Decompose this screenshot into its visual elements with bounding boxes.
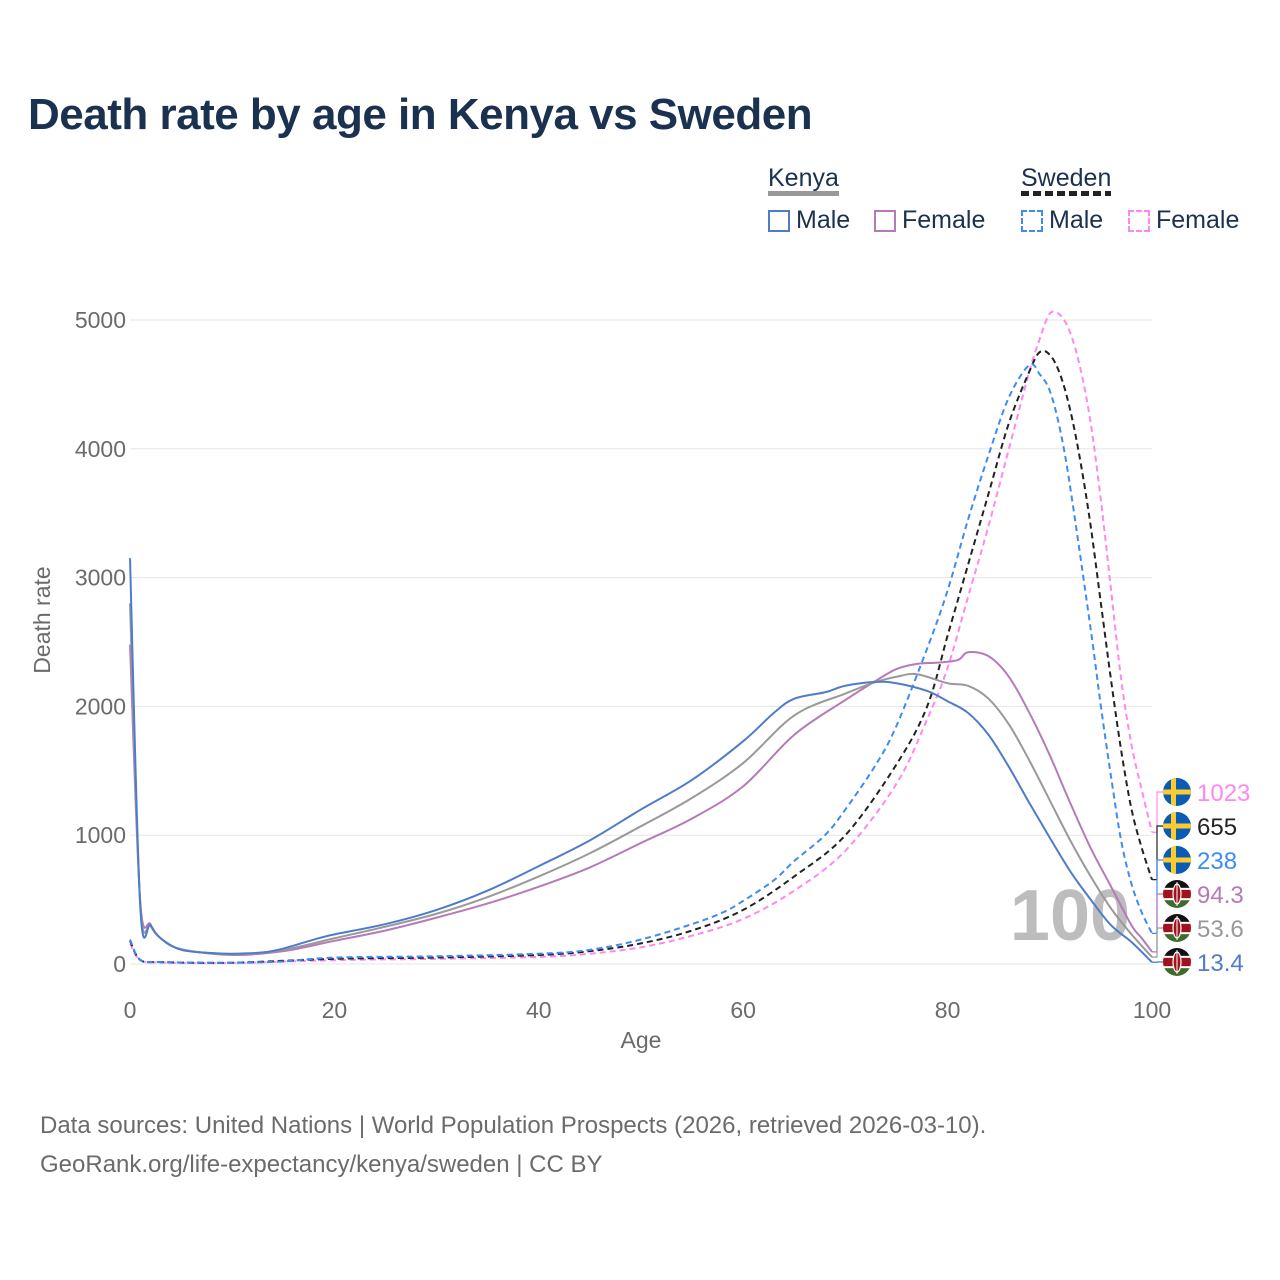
end-value-label: 13.4: [1197, 950, 1244, 977]
legend-label: Male: [796, 206, 851, 234]
kenya-flag-icon: [1163, 948, 1191, 976]
y-tick-label: 2000: [75, 693, 126, 719]
legend-label: Female: [902, 206, 986, 234]
legend-group-sweden[interactable]: Sweden: [1021, 164, 1112, 192]
series-line-kenya-male[interactable]: [129, 558, 1153, 963]
legend-label: Male: [1049, 206, 1104, 234]
series-line-sweden-male[interactable]: [129, 363, 1153, 964]
source-link[interactable]: GeoRank.org/life-expectancy/kenya/sweden…: [40, 1151, 603, 1178]
y-tick-label: 0: [113, 951, 126, 977]
legend-group-kenya[interactable]: Kenya: [768, 164, 839, 192]
y-axis-label: Death rate: [29, 566, 55, 673]
end-value-label: 238: [1197, 848, 1237, 875]
legend-sweden-male[interactable]: Male: [1021, 206, 1103, 235]
x-tick-label: 40: [526, 997, 552, 1023]
sweden-flag-icon: [1163, 778, 1191, 806]
end-label-leader: [1152, 893, 1164, 953]
series-line-kenya[interactable]: [129, 603, 1153, 958]
series-line-sweden[interactable]: [129, 349, 1153, 964]
legend-swatch: [874, 209, 896, 232]
x-axis-label: Age: [621, 1027, 662, 1053]
legend-swatch: [1128, 209, 1150, 232]
end-label-leader: [1152, 825, 1164, 881]
x-tick-label: 0: [124, 997, 137, 1023]
x-tick-label: 20: [322, 997, 348, 1023]
legend-swatch: [768, 209, 790, 232]
data-source: Data sources: United Nations | World Pop…: [40, 1112, 987, 1139]
y-tick-label: 3000: [75, 565, 126, 591]
legend-sweden-line: [1021, 191, 1111, 196]
series-line-kenya-female[interactable]: [129, 644, 1153, 957]
end-value-label: 1023: [1197, 780, 1250, 807]
series-line-sweden-female[interactable]: [129, 310, 1153, 965]
end-value-label: 53.6: [1197, 916, 1244, 943]
sweden-flag-icon: [1163, 846, 1191, 874]
end-label-leader: [1152, 859, 1164, 934]
end-value-label: 94.3: [1197, 882, 1244, 909]
end-label-leader: [1152, 927, 1164, 958]
chart-title: Death rate by age in Kenya vs Sweden: [28, 90, 813, 139]
sweden-flag-icon: [1163, 812, 1191, 840]
kenya-flag-icon: [1163, 914, 1191, 942]
x-tick-label: 100: [1133, 997, 1171, 1023]
end-value-label: 655: [1197, 814, 1237, 841]
y-tick-label: 5000: [75, 307, 126, 333]
x-tick-label: 80: [935, 997, 961, 1023]
y-tick-label: 1000: [75, 822, 126, 848]
legend-swatch: [1021, 209, 1043, 232]
x-tick-label: 60: [730, 997, 756, 1023]
kenya-flag-icon: [1163, 880, 1191, 908]
y-tick-label: 4000: [75, 436, 126, 462]
legend-kenya-male[interactable]: Male: [768, 206, 850, 235]
end-label-leader: [1152, 791, 1164, 833]
footer: Data sources: United Nations | World Pop…: [40, 1106, 986, 1184]
legend-sweden-female[interactable]: Female: [1128, 206, 1239, 235]
legend-kenya-line: [768, 191, 839, 196]
legend-kenya-female[interactable]: Female: [874, 206, 985, 235]
legend-label: Female: [1156, 206, 1240, 234]
age-watermark: 100: [1010, 876, 1130, 956]
